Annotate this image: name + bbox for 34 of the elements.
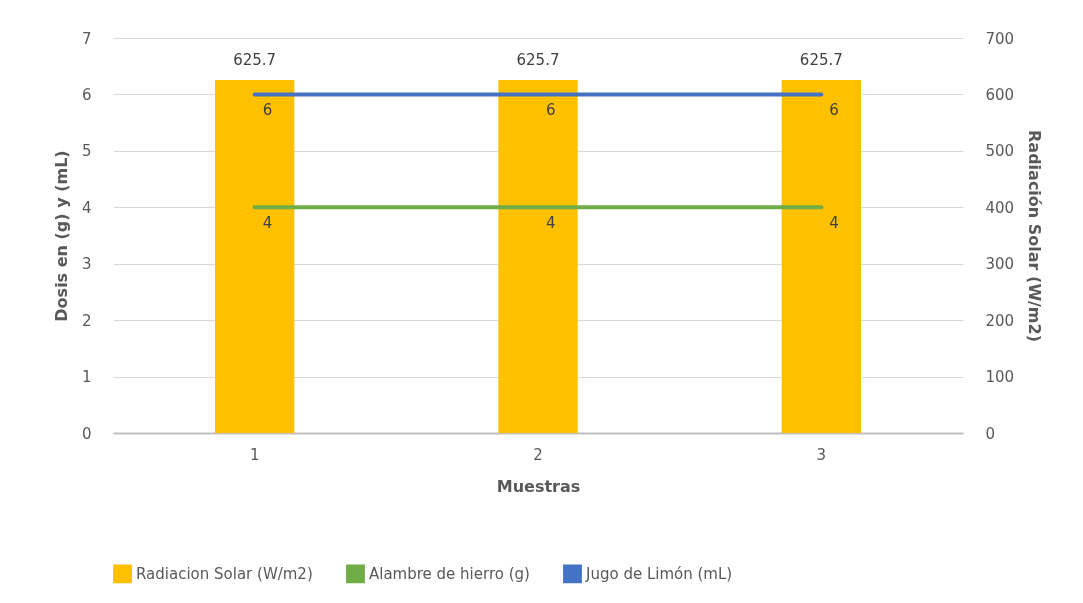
x-tick-label: 2: [533, 445, 543, 464]
y2-tick-label: 700: [985, 29, 1015, 48]
y2-tick-label: 0: [985, 424, 996, 443]
y-tick-label: 1: [81, 368, 92, 387]
y-tick-label: 7: [81, 29, 92, 48]
data-label: 6: [829, 101, 839, 120]
y-tick-label: 0: [81, 424, 92, 443]
legend-label: Radiacion Solar (W/m2): [136, 564, 313, 583]
y2-tick-label: 500: [985, 142, 1015, 161]
y2-tick-label: 600: [985, 85, 1015, 104]
data-label: 6: [546, 101, 556, 120]
y2-tick-label: 200: [985, 311, 1015, 330]
data-label: 625.7: [799, 50, 843, 69]
x-tick-label: 1: [249, 445, 260, 464]
data-label: 625.7: [233, 50, 277, 69]
x-tick-label: 3: [816, 445, 827, 464]
y-tick-label: 4: [81, 198, 92, 217]
data-label: 4: [829, 214, 839, 233]
legend-label: Alambre de hierro (g): [369, 564, 530, 583]
data-label: 6: [262, 101, 273, 120]
y2-tick-label: 100: [985, 368, 1015, 387]
y-tick-label: 3: [81, 255, 92, 274]
data-label: 4: [262, 214, 273, 233]
y-axis-title: Dosis en (g) y (mL): [51, 150, 71, 322]
y2-tick-label: 400: [985, 198, 1015, 217]
y-tick-label: 2: [81, 311, 92, 330]
data-label: 625.7: [516, 50, 560, 69]
legend-label: Jugo de Limón (mL): [585, 564, 733, 583]
y2-tick-label: 300: [985, 255, 1015, 274]
y-tick-label: 5: [81, 142, 92, 161]
data-label: 4: [546, 214, 556, 233]
x-axis-title: Muestras: [496, 476, 581, 496]
y-tick-label: 6: [81, 85, 92, 104]
y2-axis-title: Radiación Solar (W/m2): [1025, 130, 1045, 342]
